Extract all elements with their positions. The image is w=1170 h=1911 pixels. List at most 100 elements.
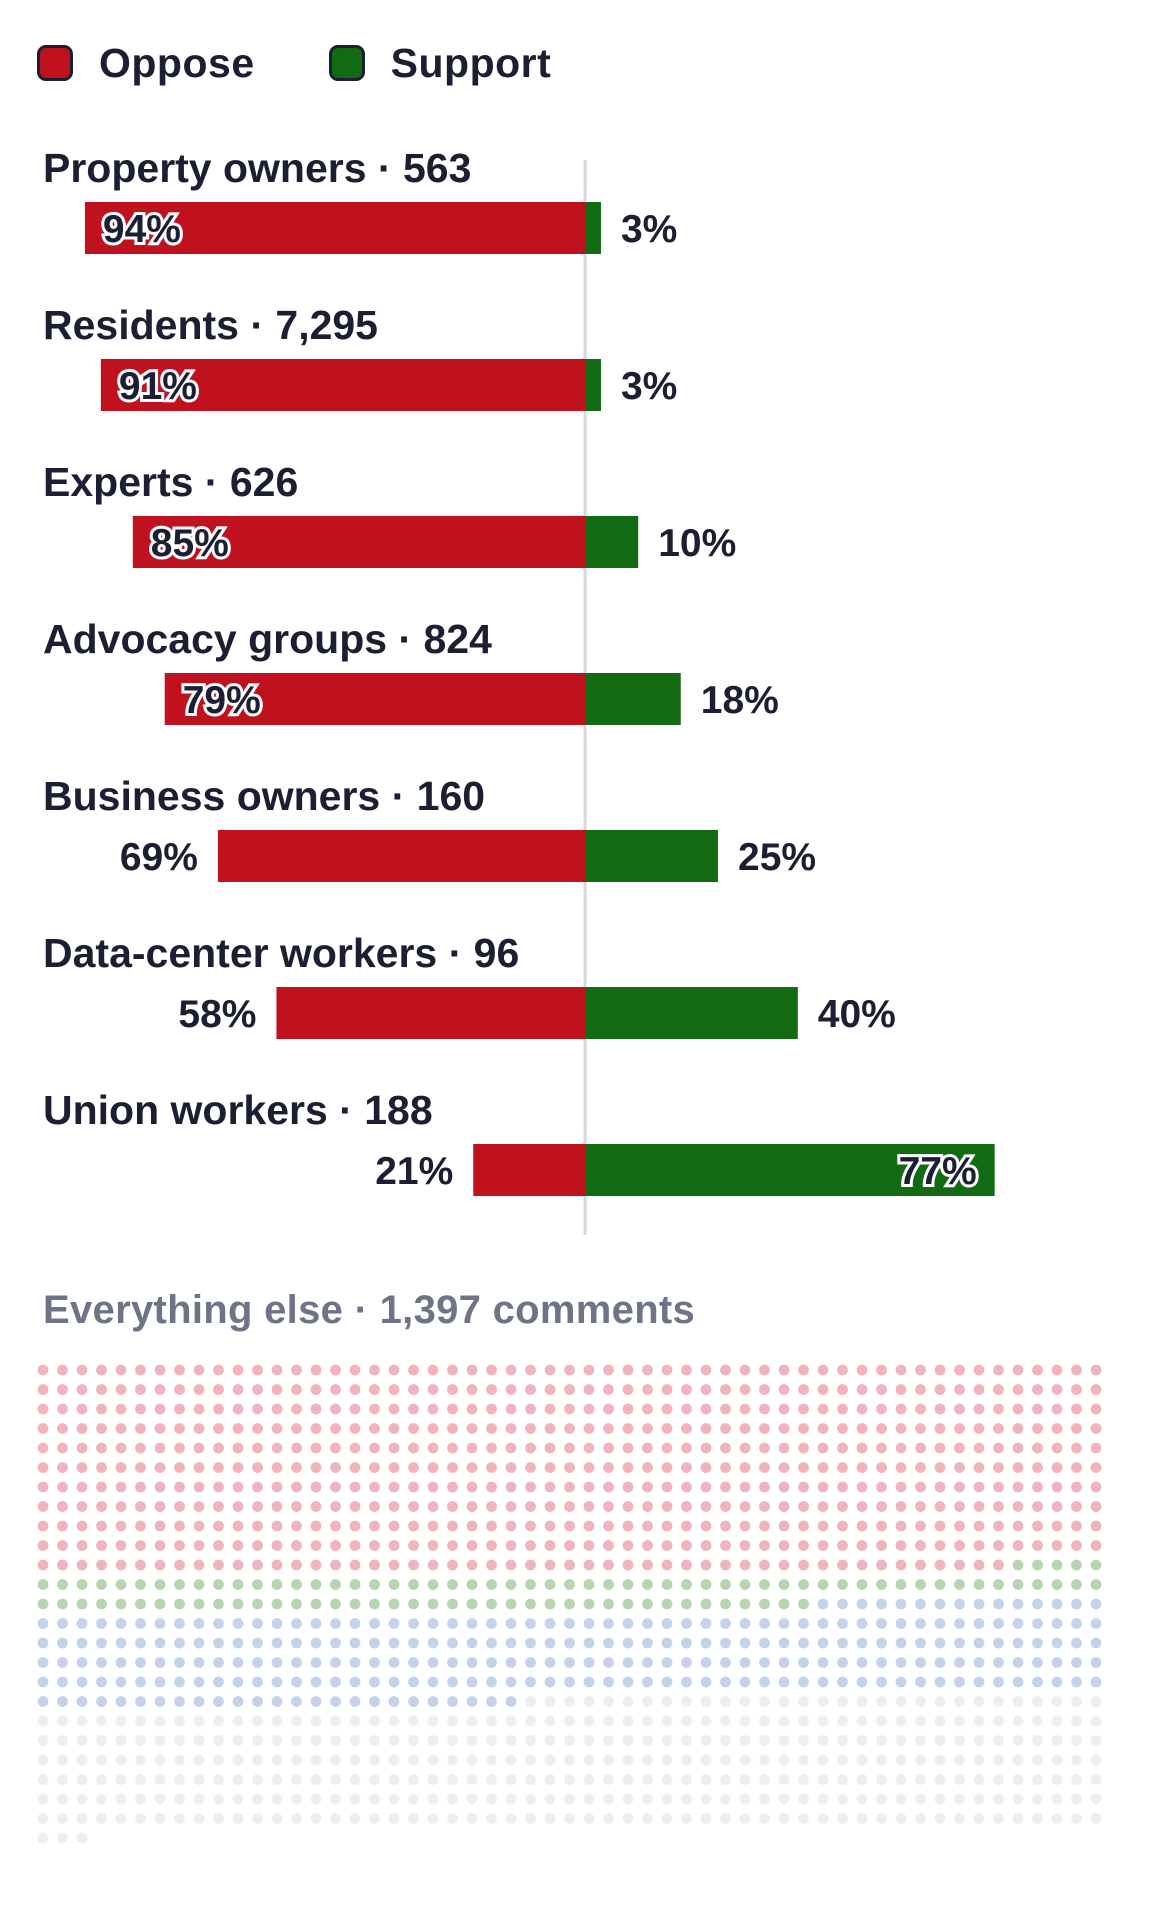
comment-dot [310, 1813, 322, 1824]
comment-dot [993, 1384, 1004, 1395]
comment-dot [427, 1774, 439, 1785]
comment-dot [115, 1481, 127, 1493]
comment-dot [681, 1793, 692, 1805]
comment-dot [232, 1637, 244, 1649]
comment-dot [96, 1559, 107, 1571]
comment-dot [486, 1423, 497, 1434]
comment-dot [544, 1676, 556, 1688]
comment-dot [37, 1813, 49, 1824]
comment-dot [1012, 1618, 1024, 1629]
comment-dot [876, 1520, 887, 1532]
comment-dot [388, 1754, 400, 1766]
comment-dot [252, 1657, 263, 1668]
comment-dot [486, 1501, 497, 1512]
comment-dot [154, 1501, 166, 1512]
comment-dot [778, 1813, 790, 1824]
comment-dot [915, 1423, 926, 1434]
comment-dot [876, 1657, 887, 1668]
comment-dot [505, 1364, 517, 1376]
comment-dot [505, 1676, 517, 1688]
comment-dot [232, 1423, 244, 1434]
comment-dot [252, 1501, 263, 1512]
comment-dot [544, 1540, 556, 1551]
comment-dot [544, 1715, 556, 1727]
comment-dot [837, 1423, 848, 1434]
comment-dot [135, 1813, 146, 1824]
comment-dot [154, 1676, 166, 1688]
comment-dot [564, 1559, 575, 1571]
comment-dot [876, 1540, 887, 1551]
comment-dot [954, 1735, 965, 1746]
comment-dot [895, 1754, 907, 1766]
comment-dot [622, 1501, 634, 1512]
comment-dot [895, 1598, 907, 1610]
comment-dot [271, 1637, 283, 1649]
comment-dot [466, 1715, 478, 1727]
comment-dot [330, 1364, 341, 1376]
category-label: Union workers · 188 [43, 1087, 433, 1133]
comment-dot [388, 1501, 400, 1512]
comment-dot [388, 1540, 400, 1551]
comment-dot [583, 1735, 595, 1746]
comment-dot [76, 1384, 88, 1395]
comment-dot [525, 1403, 536, 1415]
comment-dot [993, 1520, 1004, 1532]
comment-dot [96, 1618, 107, 1629]
comment-dot [759, 1501, 770, 1512]
comment-dot [388, 1715, 400, 1727]
comment-dot [661, 1423, 673, 1434]
comment-dot [1071, 1501, 1082, 1512]
comment-dot [291, 1559, 302, 1571]
comment-dot [1051, 1384, 1063, 1395]
comment-dot [232, 1754, 244, 1766]
comment-dot [642, 1579, 653, 1590]
comment-dot [330, 1813, 341, 1824]
comment-dot [720, 1676, 731, 1688]
comment-dot [817, 1598, 829, 1610]
comment-dot [564, 1540, 575, 1551]
comment-dot [135, 1754, 146, 1766]
comment-dot [37, 1403, 49, 1415]
comment-dot [115, 1442, 127, 1454]
comment-dot [1032, 1540, 1043, 1551]
comment-dot [466, 1793, 478, 1805]
comment-dot [213, 1657, 224, 1668]
comment-dot [505, 1384, 517, 1395]
comment-dot [856, 1579, 868, 1590]
comment-dot [778, 1403, 790, 1415]
comment-dot [369, 1384, 380, 1395]
comment-dot [76, 1423, 88, 1434]
comment-dot [271, 1540, 283, 1551]
comment-dot [954, 1403, 965, 1415]
comment-dot [798, 1813, 809, 1824]
comment-dot [388, 1598, 400, 1610]
comment-dot [739, 1754, 751, 1766]
comment-dot [96, 1754, 107, 1766]
comment-dot [993, 1813, 1004, 1824]
comment-dot [661, 1520, 673, 1532]
comment-dot [427, 1793, 439, 1805]
comment-dot [154, 1423, 166, 1434]
comment-dot [252, 1598, 263, 1610]
comment-dot [583, 1540, 595, 1551]
comment-dot [76, 1676, 88, 1688]
comment-dot [135, 1696, 146, 1707]
comment-dot [1090, 1715, 1102, 1727]
comment-dot [447, 1462, 458, 1473]
comment-dot [954, 1715, 965, 1727]
comment-dot [174, 1559, 185, 1571]
oppose-value-label: 91% [119, 365, 197, 408]
comment-dot [37, 1501, 49, 1512]
comment-dot [681, 1618, 692, 1629]
comment-dot [330, 1559, 341, 1571]
comment-dot [154, 1364, 166, 1376]
comment-dot [1032, 1657, 1043, 1668]
comment-dot [291, 1735, 302, 1746]
comment-dot [895, 1735, 907, 1746]
comment-dot [895, 1637, 907, 1649]
comment-dot [1032, 1423, 1043, 1434]
comment-dot [408, 1364, 419, 1376]
comment-dot [798, 1423, 809, 1434]
comment-dot [954, 1384, 965, 1395]
